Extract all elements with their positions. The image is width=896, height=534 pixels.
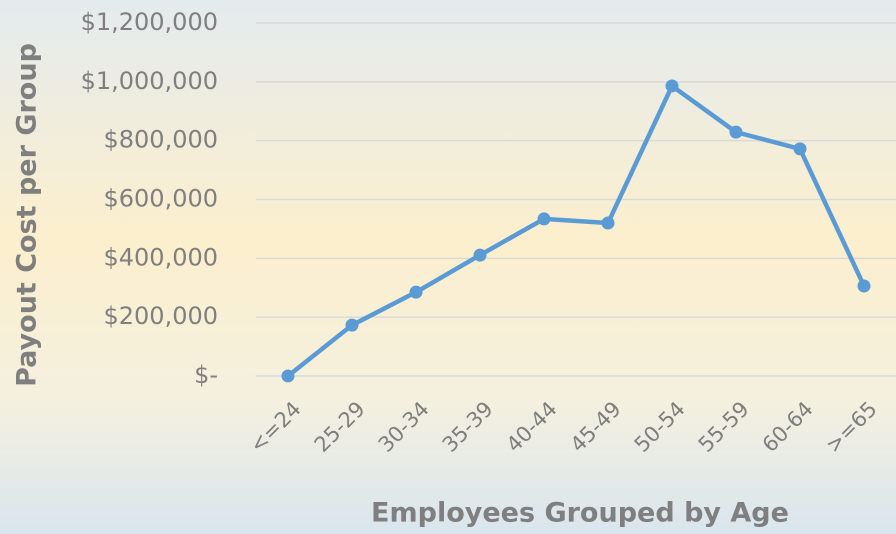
y-tick-label: $600,000	[103, 185, 218, 213]
data-point	[537, 212, 551, 226]
data-point	[729, 125, 743, 139]
data-point	[345, 318, 359, 332]
data-point	[601, 216, 615, 230]
y-axis-title: Payout Cost per Group	[12, 43, 43, 387]
x-axis-title: Employees Grouped by Age	[371, 498, 789, 529]
data-point	[793, 142, 807, 156]
y-tick-label: $1,000,000	[81, 67, 218, 95]
data-point	[281, 369, 295, 383]
y-tick-label: $1,200,000	[81, 8, 218, 36]
data-point	[473, 248, 487, 262]
y-tick-label: $-	[194, 361, 218, 389]
data-line	[286, 83, 867, 378]
data-point	[665, 79, 679, 93]
y-tick-label: $200,000	[103, 302, 218, 330]
data-point	[857, 279, 871, 293]
data-point	[409, 285, 423, 299]
y-tick-label: $400,000	[103, 243, 218, 271]
y-tick-label: $800,000	[103, 126, 218, 154]
